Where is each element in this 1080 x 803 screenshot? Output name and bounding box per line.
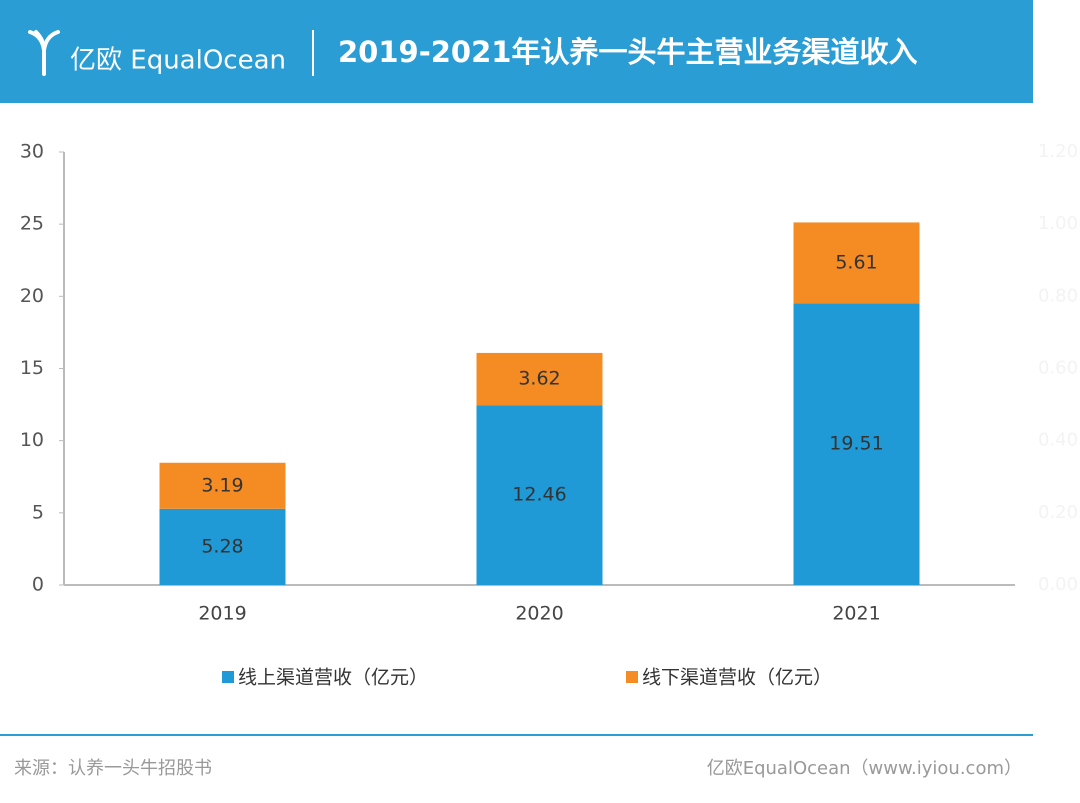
legend-label: 线下渠道营收（亿元） [642,667,832,689]
y-tick-label: 25 [20,213,44,235]
x-tick-label: 2020 [515,603,563,625]
y2-tick-label: 0.80 [1038,285,1078,306]
y-tick-label: 10 [20,429,44,451]
footer-source: 来源：认养一头牛招股书 [14,758,212,779]
legend-label: 线上渠道营收（亿元） [238,667,428,689]
chart-title: 2019-2021年认养一头牛主营业务渠道收入 [338,35,917,69]
x-tick-label: 2019 [198,603,246,625]
y-tick-label: 5 [32,501,44,523]
data-label: 3.62 [518,368,560,390]
y2-tick-label: 0.20 [1038,502,1078,523]
data-label: 5.61 [835,251,877,273]
footer-credit: 亿欧EqualOcean（www.iyiou.com） [707,758,1022,779]
y-tick-label: 30 [20,141,44,163]
logo-icon [28,30,60,76]
bar [476,352,603,406]
legend-swatch [222,671,234,683]
y2-tick-label: 0.40 [1038,430,1078,451]
y2-tick-label: 1.00 [1038,213,1078,234]
data-label: 19.51 [829,433,883,455]
bar [476,405,603,585]
y-tick-label: 20 [20,285,44,307]
bar [793,222,920,304]
legend-swatch [626,671,638,683]
bar [793,303,920,585]
y-tick-label: 15 [20,357,44,379]
y2-tick-label: 1.20 [1038,141,1078,162]
data-label: 5.28 [201,535,243,557]
bar [159,462,286,509]
data-label: 3.19 [201,474,243,496]
y-tick-label: 0 [32,574,44,596]
header-banner [0,0,1033,103]
x-tick-label: 2021 [832,603,880,625]
y2-tick-label: 0.00 [1038,574,1078,595]
data-label: 12.46 [512,484,566,506]
y2-tick-label: 0.60 [1038,358,1078,379]
bar [159,508,286,585]
logo-text: 亿欧 EqualOcean [70,46,286,76]
